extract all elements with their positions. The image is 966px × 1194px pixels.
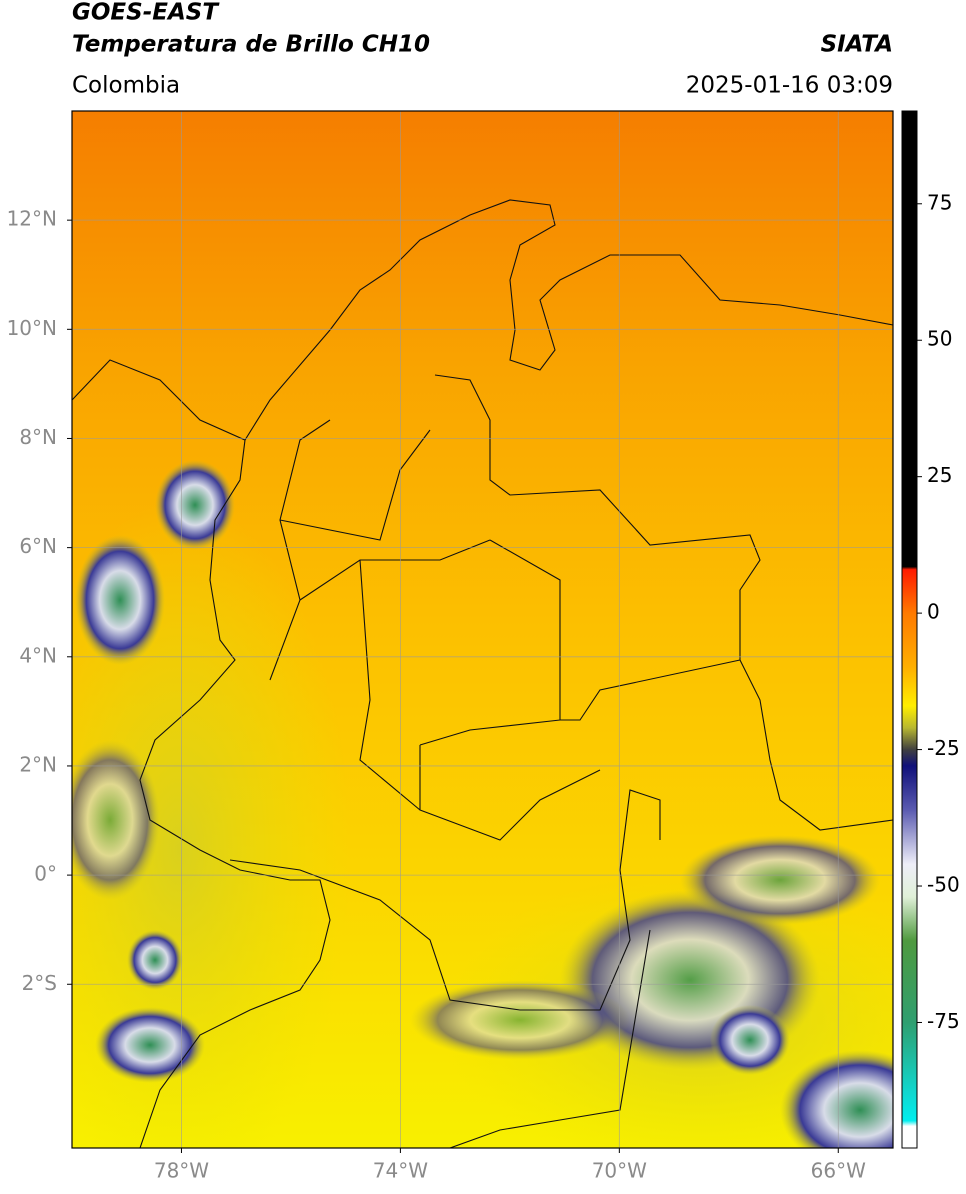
- colorbar-label: -75: [927, 1009, 960, 1033]
- title: GOES-EAST: [72, 0, 220, 26]
- x-tick-label: 70°W: [592, 1159, 647, 1183]
- colorbar-label: 0: [927, 600, 940, 624]
- cloud: [155, 460, 235, 550]
- y-tick-label: 0°: [34, 862, 57, 886]
- y-tick-label: 12°N: [7, 207, 57, 231]
- coastline: [72, 199, 893, 441]
- country-border: [449, 929, 651, 1148]
- map-image: [72, 111, 893, 1148]
- colorbar-label: -25: [927, 736, 960, 760]
- x-tick-label: 66°W: [811, 1159, 866, 1183]
- x-tick-label: 78°W: [154, 1159, 209, 1183]
- source: SIATA: [821, 32, 893, 58]
- map-frame: [71, 110, 894, 1149]
- x-tick-label: 74°W: [373, 1159, 428, 1183]
- y-tick-label: 10°N: [7, 316, 57, 340]
- colorbar-label: -50: [927, 873, 960, 897]
- datetime: 2025-01-16 03:09: [686, 73, 893, 99]
- cloud: [710, 1005, 790, 1075]
- country-border: [229, 789, 661, 1011]
- colorbar-label: 75: [927, 190, 952, 214]
- coastline: [139, 439, 331, 1148]
- cloud: [127, 930, 183, 990]
- y-tick-label: 8°N: [19, 425, 57, 449]
- subtitle: Temperatura de Brillo CH10: [72, 32, 430, 58]
- y-tick-label: 4°N: [19, 643, 57, 667]
- cloud: [680, 835, 880, 925]
- region: Colombia: [72, 73, 180, 99]
- colorbar-label: 50: [927, 327, 952, 351]
- graticule: [72, 111, 893, 1148]
- cloud: [72, 740, 160, 900]
- cloud: [410, 980, 630, 1060]
- colorbar-label: 25: [927, 463, 952, 487]
- cloud: [780, 1050, 893, 1148]
- colorbar: [901, 110, 918, 1149]
- y-tick-label: 2°S: [22, 971, 57, 995]
- cloud: [75, 535, 165, 665]
- y-tick-label: 6°N: [19, 534, 57, 558]
- y-tick-label: 2°N: [19, 752, 57, 776]
- cloud: [95, 1007, 205, 1083]
